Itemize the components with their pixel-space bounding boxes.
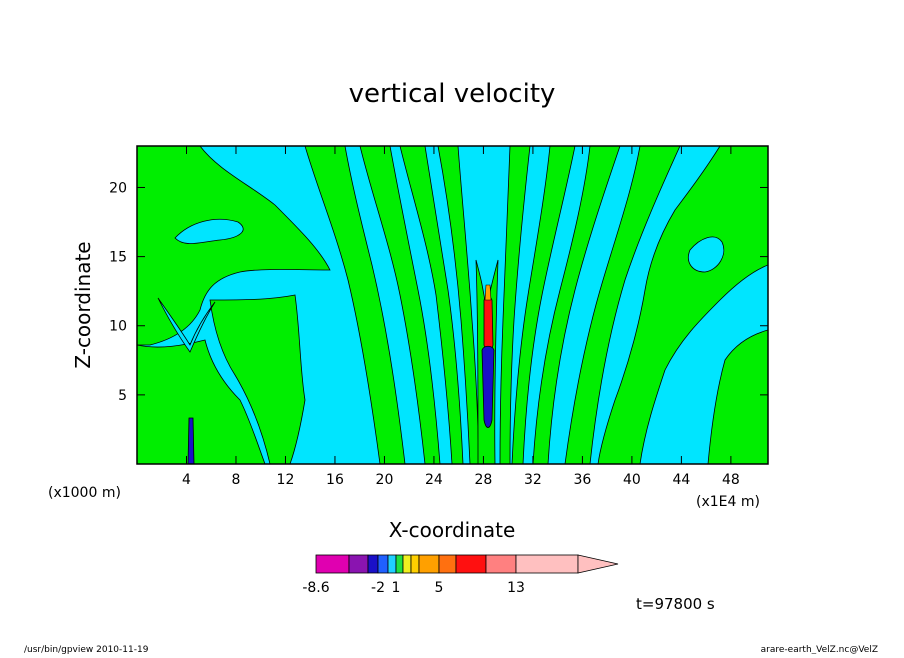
colorbar-swatch <box>438 554 457 574</box>
colorbar-tick-label: 13 <box>507 580 525 596</box>
colorbar-swatch <box>377 554 389 574</box>
left-plume-dark <box>187 417 195 464</box>
x-tick-label: 16 <box>326 472 344 488</box>
colorbar-swatch <box>348 554 369 574</box>
x-unit-right: (x1E4 m) <box>696 494 760 510</box>
x-unit-left: (x1000 m) <box>48 485 121 501</box>
colorbar-swatch <box>515 554 579 574</box>
colorbar-tick-label: -8.6 <box>302 580 329 596</box>
updraft-core-red <box>483 295 494 351</box>
colorbar-swatch <box>395 554 404 574</box>
contour-region-right <box>597 146 768 464</box>
colorbar-swatch <box>410 554 420 574</box>
cyan-island-right <box>688 236 725 273</box>
contour-stripe-l2 <box>359 146 441 464</box>
footer-right: arare-earth_VelZ.nc@VelZ <box>761 645 878 654</box>
contour-stripe-r2 <box>511 146 576 464</box>
colorbar-tick-label: -2 <box>371 580 385 596</box>
colorbar-swatch <box>485 554 517 574</box>
time-label: t=97800 s <box>636 595 715 613</box>
colorbar-extend-arrow <box>577 554 619 574</box>
plot-area <box>137 146 768 464</box>
x-tick-label: 40 <box>623 472 641 488</box>
contour-region-left-mid <box>209 294 306 464</box>
colorbar-swatch <box>387 554 397 574</box>
y-tick-label: 5 <box>118 388 127 404</box>
y-tick-label: 15 <box>109 250 127 266</box>
colorbar-swatch <box>455 554 487 574</box>
updraft-core-blue <box>481 345 495 428</box>
contour-stripe-r1 <box>499 146 531 464</box>
x-tick-label: 32 <box>524 472 542 488</box>
y-tick-label: 20 <box>109 180 127 196</box>
x-tick-label: 48 <box>722 472 740 488</box>
colorbar-swatch <box>367 554 379 574</box>
x-tick-label: 24 <box>425 472 443 488</box>
y-axis-ticks: 5 10 15 20 <box>109 180 768 404</box>
x-tick-label: 4 <box>182 472 191 488</box>
x-tick-label: 28 <box>475 472 493 488</box>
y-tick-label: 10 <box>109 319 127 335</box>
contour-stripe-l4 <box>437 146 480 464</box>
x-tick-label: 44 <box>672 472 690 488</box>
contour-region-right-lower <box>707 329 768 464</box>
x-tick-label: 20 <box>376 472 394 488</box>
contour-stripe-r3 <box>532 146 621 464</box>
footer-left: /usr/bin/gpview 2010-11-19 <box>24 645 149 654</box>
x-axis-label: X-coordinate <box>389 518 516 542</box>
x-tick-label: 12 <box>277 472 295 488</box>
colorbar-tick-label: 5 <box>435 580 444 596</box>
x-axis-ticks: 4 8 12 16 20 24 28 32 36 40 44 48 <box>182 146 740 488</box>
colorbar-swatch <box>418 554 440 574</box>
updraft-core-orange <box>484 284 492 301</box>
colorbar <box>315 554 619 574</box>
contour-region-left-lower <box>137 339 266 464</box>
cyan-v-notch <box>157 297 216 353</box>
plot-frame <box>136 145 769 465</box>
chart-title: vertical velocity <box>349 79 556 109</box>
x-tick-label: 36 <box>573 472 591 488</box>
colorbar-labels: -8.6 -2 1 5 13 <box>302 580 525 596</box>
x-tick-label: 8 <box>232 472 241 488</box>
colorbar-swatch <box>402 554 412 574</box>
cyan-island-left <box>174 218 244 244</box>
colorbar-swatch <box>315 554 350 574</box>
contour-stripe-l3 <box>399 146 464 464</box>
y-axis-label: Z-coordinate <box>71 241 95 368</box>
colorbar-tick-label: 1 <box>392 580 401 596</box>
contour-region-left <box>137 146 331 346</box>
